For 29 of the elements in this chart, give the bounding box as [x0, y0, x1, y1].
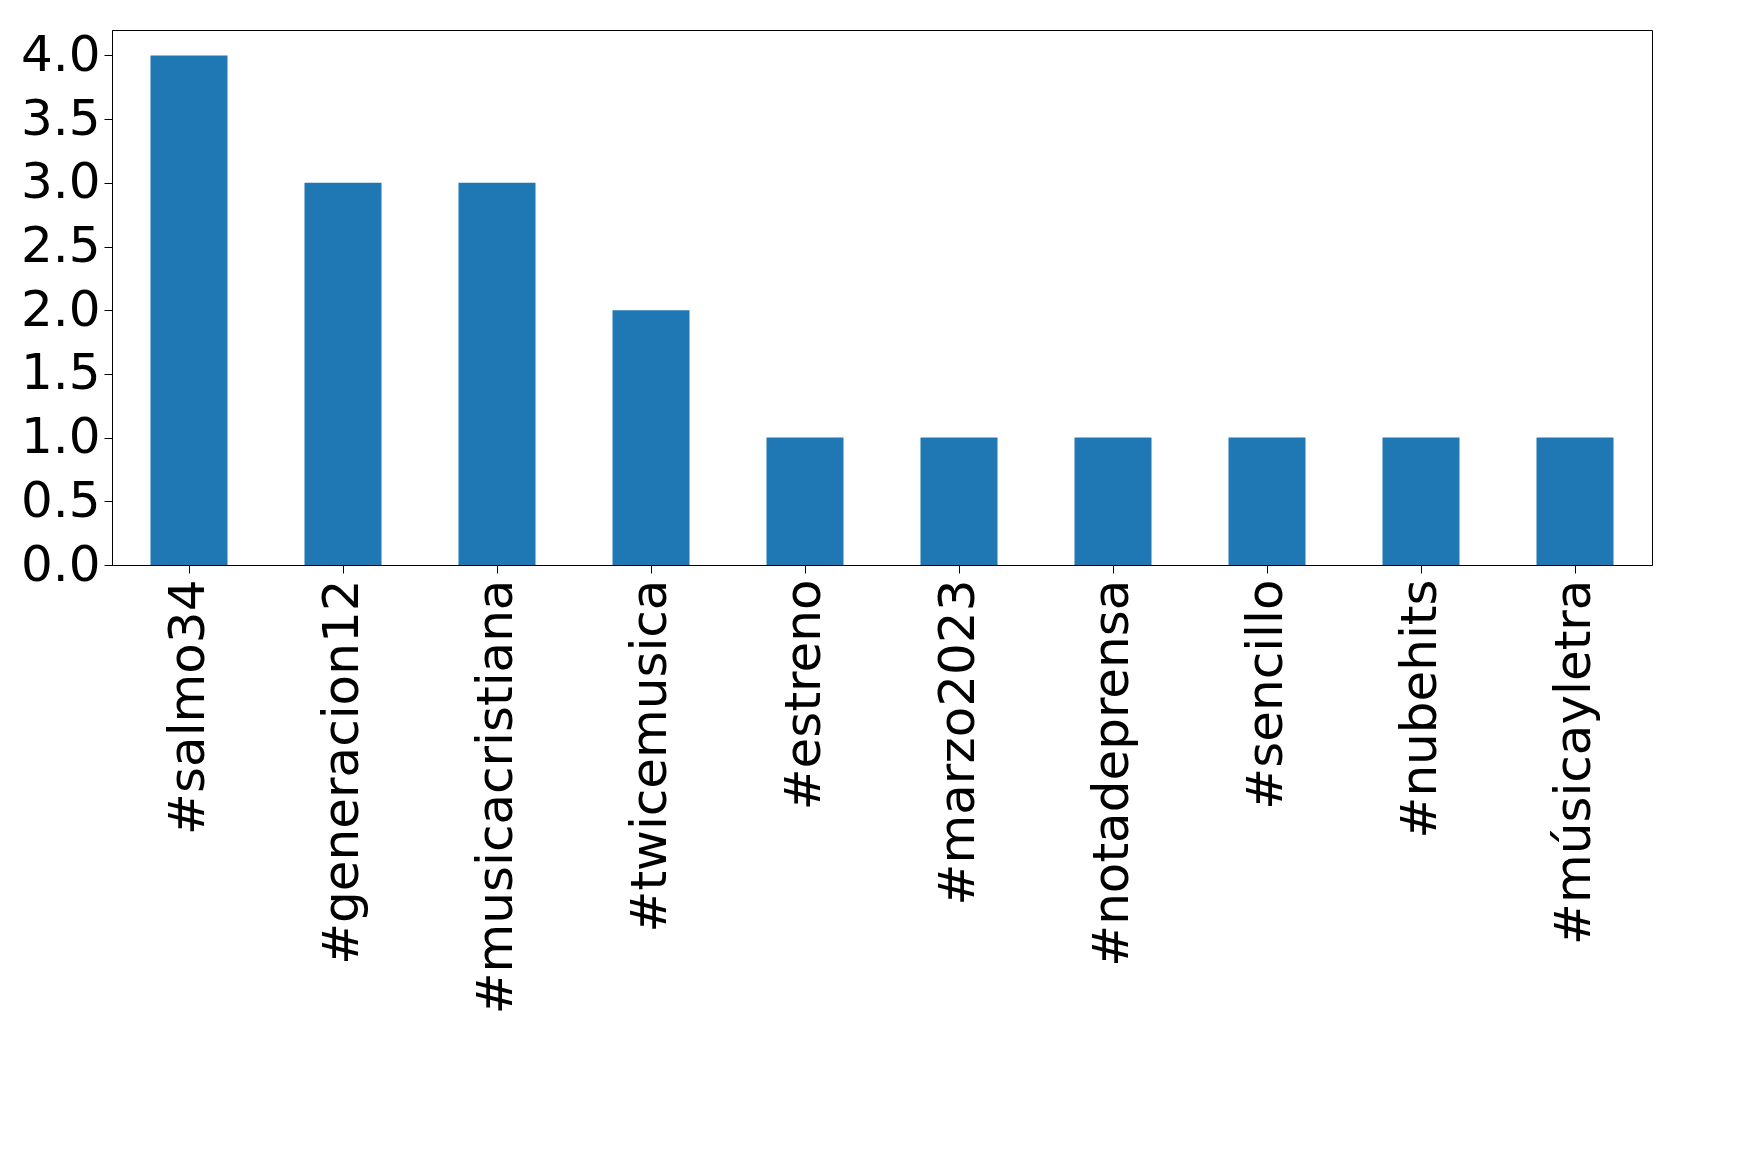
x-tick-label: #músicayletra — [1544, 579, 1602, 945]
y-tick-label: 4.0 — [20, 24, 101, 83]
x-tick-label: #marzo2023 — [928, 579, 986, 906]
y-tick-label: 3.0 — [20, 152, 101, 211]
y-tick-label: 0.0 — [20, 534, 101, 593]
x-tick-label: #nubehits — [1390, 579, 1448, 839]
x-tick-label: #twicemusica — [620, 579, 678, 933]
bar — [766, 437, 844, 565]
bar — [920, 437, 998, 565]
y-tick-label: 1.5 — [20, 343, 101, 402]
bar — [1536, 437, 1614, 565]
x-tick-label: #notadeprensa — [1082, 579, 1140, 967]
x-tick-label: #sencillo — [1236, 579, 1294, 810]
bar — [1382, 437, 1460, 565]
bar — [304, 182, 382, 565]
bar — [1228, 437, 1306, 565]
x-tick-label: #generacion12 — [312, 579, 370, 965]
bar — [458, 182, 536, 565]
bar — [1074, 437, 1152, 565]
x-tick-label: #salmo34 — [158, 579, 216, 835]
y-tick-label: 2.0 — [20, 279, 101, 338]
bar — [150, 55, 228, 565]
bar — [612, 310, 690, 565]
x-tick-label: #musicacristiana — [466, 579, 524, 1015]
x-tick-label: #estreno — [774, 579, 832, 811]
y-tick-label: 0.5 — [20, 470, 101, 529]
y-tick-label: 1.0 — [20, 407, 101, 466]
y-tick-label: 2.5 — [20, 216, 101, 275]
y-tick-label: 3.5 — [20, 88, 101, 147]
